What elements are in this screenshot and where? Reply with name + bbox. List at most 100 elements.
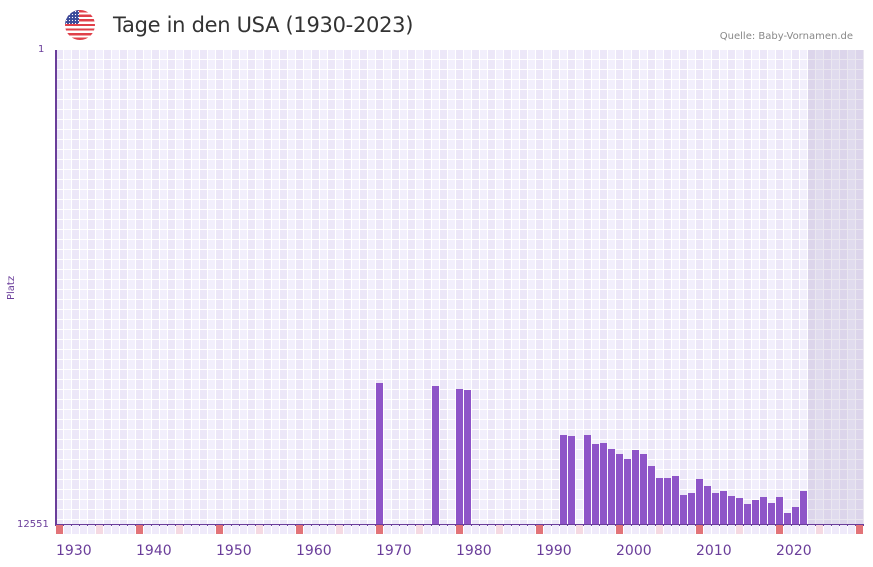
year-marker bbox=[680, 525, 687, 534]
year-marker bbox=[592, 525, 599, 534]
year-marker bbox=[224, 525, 231, 534]
bar-1981[interactable] bbox=[464, 390, 471, 524]
year-marker bbox=[744, 525, 751, 534]
year-marker bbox=[280, 525, 287, 534]
year-marker bbox=[240, 525, 247, 534]
bar-2004[interactable] bbox=[648, 465, 655, 524]
year-marker-row bbox=[56, 525, 864, 535]
future-shaded-region bbox=[808, 50, 864, 524]
bar-1980[interactable] bbox=[456, 389, 463, 524]
bar-2009[interactable] bbox=[688, 492, 695, 524]
year-marker bbox=[648, 525, 655, 534]
bar-2007[interactable] bbox=[672, 475, 679, 524]
year-marker bbox=[576, 525, 583, 534]
bar-2023[interactable] bbox=[800, 490, 807, 524]
year-marker bbox=[464, 525, 471, 534]
bar-2003[interactable] bbox=[640, 453, 647, 524]
year-marker bbox=[312, 525, 319, 534]
year-marker bbox=[296, 525, 303, 534]
year-marker bbox=[752, 525, 759, 534]
bar-1997[interactable] bbox=[592, 443, 599, 524]
year-marker bbox=[200, 525, 207, 534]
year-marker bbox=[416, 525, 423, 534]
bar-2006[interactable] bbox=[664, 477, 671, 524]
year-marker bbox=[840, 525, 847, 534]
year-marker bbox=[664, 525, 671, 534]
bar-1977[interactable] bbox=[432, 386, 439, 524]
year-marker bbox=[624, 525, 631, 534]
year-marker bbox=[248, 525, 255, 534]
year-marker bbox=[160, 525, 167, 534]
year-marker bbox=[792, 525, 799, 534]
year-marker bbox=[360, 525, 367, 534]
year-marker bbox=[848, 525, 855, 534]
year-marker bbox=[376, 525, 383, 534]
year-marker bbox=[104, 525, 111, 534]
bar-2020[interactable] bbox=[776, 496, 783, 524]
year-marker bbox=[520, 525, 527, 534]
bar-2013[interactable] bbox=[720, 490, 727, 524]
bar-2017[interactable] bbox=[752, 499, 759, 524]
year-marker bbox=[688, 525, 695, 534]
year-marker bbox=[272, 525, 279, 534]
year-marker bbox=[656, 525, 663, 534]
source-label: Quelle: Baby-Vornamen.de bbox=[719, 31, 853, 42]
bar-1998[interactable] bbox=[600, 442, 607, 524]
bar-2005[interactable] bbox=[656, 477, 663, 524]
bar-2012[interactable] bbox=[712, 492, 719, 524]
year-marker bbox=[704, 525, 711, 534]
bar-2019[interactable] bbox=[768, 502, 775, 524]
year-marker bbox=[304, 525, 311, 534]
bar-2016[interactable] bbox=[744, 503, 751, 524]
x-tick-label: 1980 bbox=[456, 543, 492, 559]
x-tick-label: 1940 bbox=[136, 543, 172, 559]
bar-2014[interactable] bbox=[728, 495, 735, 524]
bar-1996[interactable] bbox=[584, 434, 591, 524]
year-marker bbox=[168, 525, 175, 534]
bar-2011[interactable] bbox=[704, 486, 711, 524]
bar-2021[interactable] bbox=[784, 512, 791, 524]
bar-2018[interactable] bbox=[760, 496, 767, 524]
year-marker bbox=[608, 525, 615, 534]
year-marker bbox=[72, 525, 79, 534]
bar-2015[interactable] bbox=[736, 497, 743, 524]
bar-2002[interactable] bbox=[632, 449, 639, 524]
year-marker bbox=[208, 525, 215, 534]
year-marker bbox=[288, 525, 295, 534]
y-axis-line bbox=[55, 50, 57, 525]
year-marker bbox=[488, 525, 495, 534]
x-tick-label: 1930 bbox=[56, 543, 92, 559]
bar-2000[interactable] bbox=[616, 453, 623, 524]
year-marker bbox=[192, 525, 199, 534]
bar-2022[interactable] bbox=[792, 506, 799, 524]
x-tick-label: 2020 bbox=[776, 543, 812, 559]
year-marker bbox=[768, 525, 775, 534]
year-marker bbox=[728, 525, 735, 534]
year-marker bbox=[800, 525, 807, 534]
year-marker bbox=[112, 525, 119, 534]
y-tick-bottom: 12551 bbox=[17, 519, 49, 530]
bar-2010[interactable] bbox=[696, 478, 703, 524]
bar-2008[interactable] bbox=[680, 494, 687, 524]
year-marker bbox=[712, 525, 719, 534]
year-marker bbox=[432, 525, 439, 534]
bar-1994[interactable] bbox=[568, 435, 575, 524]
year-marker bbox=[96, 525, 103, 534]
bar-2001[interactable] bbox=[624, 458, 631, 524]
year-marker bbox=[424, 525, 431, 534]
year-marker bbox=[216, 525, 223, 534]
year-marker bbox=[776, 525, 783, 534]
year-marker bbox=[176, 525, 183, 534]
year-marker bbox=[504, 525, 511, 534]
year-marker bbox=[88, 525, 95, 534]
year-marker bbox=[816, 525, 823, 534]
bar-1970[interactable] bbox=[376, 383, 383, 524]
year-marker bbox=[600, 525, 607, 534]
year-marker bbox=[336, 525, 343, 534]
year-marker bbox=[632, 525, 639, 534]
year-marker bbox=[344, 525, 351, 534]
year-marker bbox=[696, 525, 703, 534]
year-marker bbox=[152, 525, 159, 534]
bar-1993[interactable] bbox=[560, 434, 567, 524]
bar-1999[interactable] bbox=[608, 448, 615, 524]
